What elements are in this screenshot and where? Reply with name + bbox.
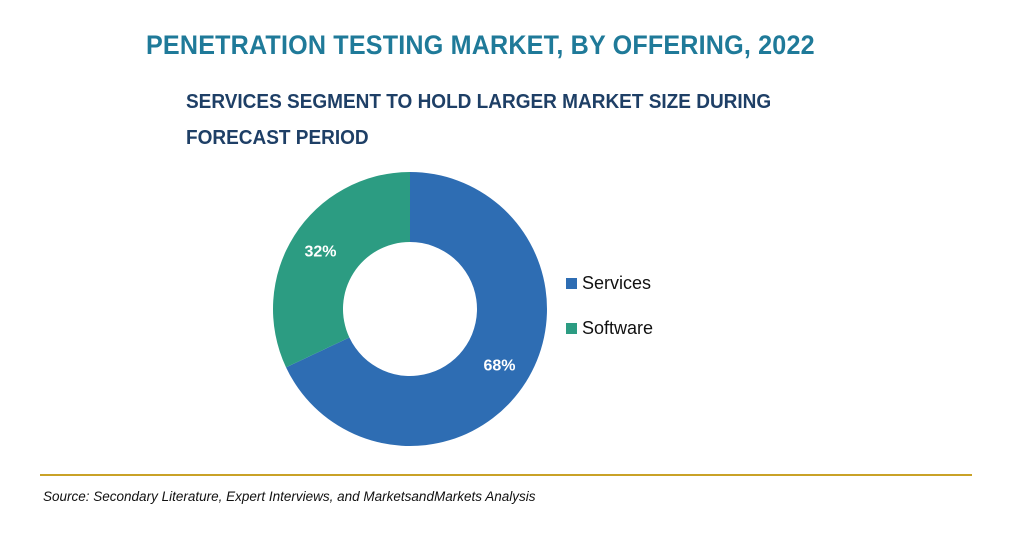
chart-legend: Services Software	[566, 272, 653, 362]
legend-label-services: Services	[582, 272, 652, 293]
donut-data-labels: 68% 32%	[304, 244, 515, 375]
data-label-services: 68%	[483, 357, 515, 374]
footer-divider	[40, 474, 972, 476]
subtitle-line-1: SERVICES SEGMENT TO HOLD LARGER MARKET S…	[186, 91, 772, 113]
chart-title: PENETRATION TESTING MARKET, BY OFFERING,…	[146, 30, 815, 60]
source-note: Source: Secondary Literature, Expert Int…	[43, 489, 536, 504]
legend-label-software: Software	[582, 317, 654, 338]
data-label-software: 32%	[304, 244, 336, 261]
legend-swatch-services	[566, 277, 577, 289]
donut-slices	[273, 171, 547, 446]
chart-subtitle: SERVICES SEGMENT TO HOLD LARGER MARKET S…	[186, 84, 771, 156]
donut-slice-software	[273, 171, 410, 368]
legend-item-software: Software	[566, 317, 653, 339]
donut-slice-services	[286, 172, 547, 446]
subtitle-line-2: FORECAST PERIOD	[186, 127, 369, 149]
legend-swatch-software	[566, 322, 577, 334]
legend-item-services: Services	[566, 272, 653, 294]
